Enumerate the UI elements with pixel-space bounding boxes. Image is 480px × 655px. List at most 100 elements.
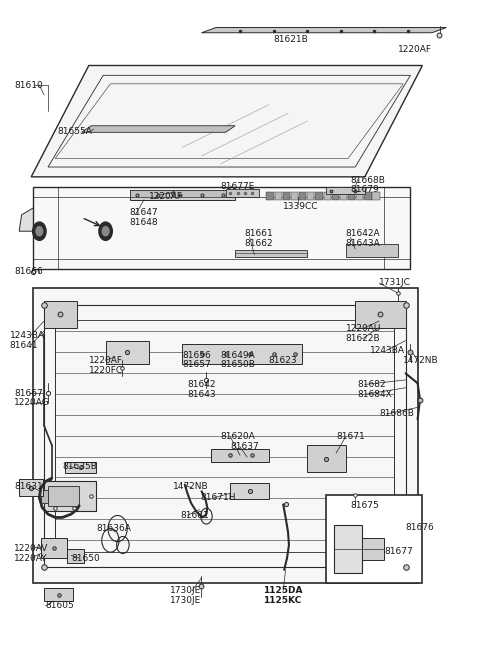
- Text: 81647: 81647: [130, 208, 158, 217]
- Text: 81677E: 81677E: [221, 182, 255, 191]
- Polygon shape: [182, 344, 302, 364]
- Circle shape: [33, 222, 46, 240]
- Circle shape: [99, 222, 112, 240]
- Text: 1220AU: 1220AU: [346, 324, 381, 333]
- Polygon shape: [33, 288, 418, 583]
- Polygon shape: [44, 481, 96, 511]
- Polygon shape: [106, 341, 149, 364]
- Text: 81649A: 81649A: [221, 350, 255, 360]
- Bar: [356, 192, 363, 200]
- Polygon shape: [41, 490, 48, 503]
- Text: 81631: 81631: [14, 481, 43, 491]
- Text: 81686B: 81686B: [379, 409, 414, 419]
- Polygon shape: [19, 206, 125, 231]
- Text: 81643: 81643: [187, 390, 216, 399]
- Text: 81650B: 81650B: [221, 360, 256, 369]
- Text: 81650: 81650: [71, 553, 100, 563]
- Text: 81666: 81666: [14, 267, 43, 276]
- Polygon shape: [19, 479, 43, 496]
- Polygon shape: [31, 66, 422, 177]
- Text: 1339CC: 1339CC: [283, 202, 319, 211]
- Text: 81642A: 81642A: [346, 229, 380, 238]
- Text: 81637: 81637: [230, 442, 259, 451]
- Text: 1243BA: 1243BA: [370, 346, 405, 355]
- Text: 81657: 81657: [182, 360, 211, 369]
- Polygon shape: [74, 204, 110, 212]
- Text: 1220AG: 1220AG: [14, 398, 50, 407]
- Text: 1220AF: 1220AF: [89, 356, 123, 365]
- Text: 81662: 81662: [245, 239, 274, 248]
- Text: 1472NB: 1472NB: [403, 356, 439, 365]
- Text: 81623: 81623: [269, 356, 298, 365]
- Text: 81656: 81656: [182, 350, 211, 360]
- Polygon shape: [82, 126, 235, 132]
- Text: 81621B: 81621B: [274, 35, 308, 44]
- Text: 1220AF: 1220AF: [149, 192, 183, 201]
- Text: 1730JE: 1730JE: [170, 596, 202, 605]
- Bar: [326, 495, 422, 583]
- Bar: [275, 192, 282, 200]
- Text: 81643A: 81643A: [346, 239, 380, 248]
- Polygon shape: [42, 203, 113, 214]
- Bar: [266, 192, 274, 200]
- Polygon shape: [235, 250, 307, 257]
- Text: 81661: 81661: [245, 229, 274, 238]
- Text: 81605: 81605: [46, 601, 74, 610]
- Text: 1730JE: 1730JE: [170, 586, 202, 595]
- Bar: [315, 192, 323, 200]
- Bar: [348, 192, 355, 200]
- Bar: [307, 192, 314, 200]
- Text: 81667: 81667: [14, 388, 43, 398]
- Text: 81642: 81642: [187, 380, 216, 389]
- Polygon shape: [211, 449, 269, 462]
- Bar: [332, 192, 339, 200]
- Polygon shape: [67, 549, 84, 563]
- Text: 81677: 81677: [384, 547, 413, 556]
- Polygon shape: [130, 190, 235, 200]
- Bar: [324, 192, 331, 200]
- Text: 81635B: 81635B: [62, 462, 97, 471]
- Bar: [283, 192, 290, 200]
- Polygon shape: [307, 445, 346, 472]
- Bar: [291, 192, 298, 200]
- Text: 81679: 81679: [350, 185, 379, 195]
- Text: 81675: 81675: [350, 501, 379, 510]
- Polygon shape: [55, 203, 70, 206]
- Text: 1125KC: 1125KC: [263, 596, 301, 605]
- Circle shape: [36, 227, 43, 236]
- Polygon shape: [202, 28, 446, 33]
- Text: 81681: 81681: [180, 511, 209, 520]
- Text: 81641: 81641: [10, 341, 38, 350]
- Text: 81622B: 81622B: [346, 334, 380, 343]
- Bar: [364, 192, 372, 200]
- Polygon shape: [44, 588, 73, 601]
- Text: 1472NB: 1472NB: [173, 481, 208, 491]
- Polygon shape: [44, 301, 77, 328]
- Polygon shape: [33, 187, 410, 269]
- Text: 81682: 81682: [358, 380, 386, 389]
- Text: 81671: 81671: [336, 432, 365, 441]
- Text: 1125DA: 1125DA: [263, 586, 302, 595]
- Polygon shape: [130, 190, 235, 196]
- Text: 81620A: 81620A: [221, 432, 255, 441]
- Text: 81655A: 81655A: [58, 126, 93, 136]
- Bar: [299, 192, 306, 200]
- Polygon shape: [326, 187, 365, 194]
- Bar: [340, 192, 347, 200]
- Text: 81610: 81610: [14, 81, 43, 90]
- Bar: [372, 192, 380, 200]
- Polygon shape: [334, 525, 362, 573]
- Polygon shape: [355, 301, 406, 328]
- Text: 1220AY: 1220AY: [14, 553, 48, 563]
- Text: 81684X: 81684X: [358, 390, 392, 399]
- Text: 81676: 81676: [406, 523, 434, 532]
- Polygon shape: [226, 189, 259, 196]
- Polygon shape: [230, 483, 269, 499]
- Polygon shape: [362, 538, 384, 560]
- Text: 1220FC: 1220FC: [89, 365, 123, 375]
- Text: 81648: 81648: [130, 218, 158, 227]
- Text: 1220AV: 1220AV: [14, 544, 49, 553]
- Text: 81668B: 81668B: [350, 176, 385, 185]
- Text: 1220AF: 1220AF: [398, 45, 432, 54]
- Text: 81636A: 81636A: [96, 524, 131, 533]
